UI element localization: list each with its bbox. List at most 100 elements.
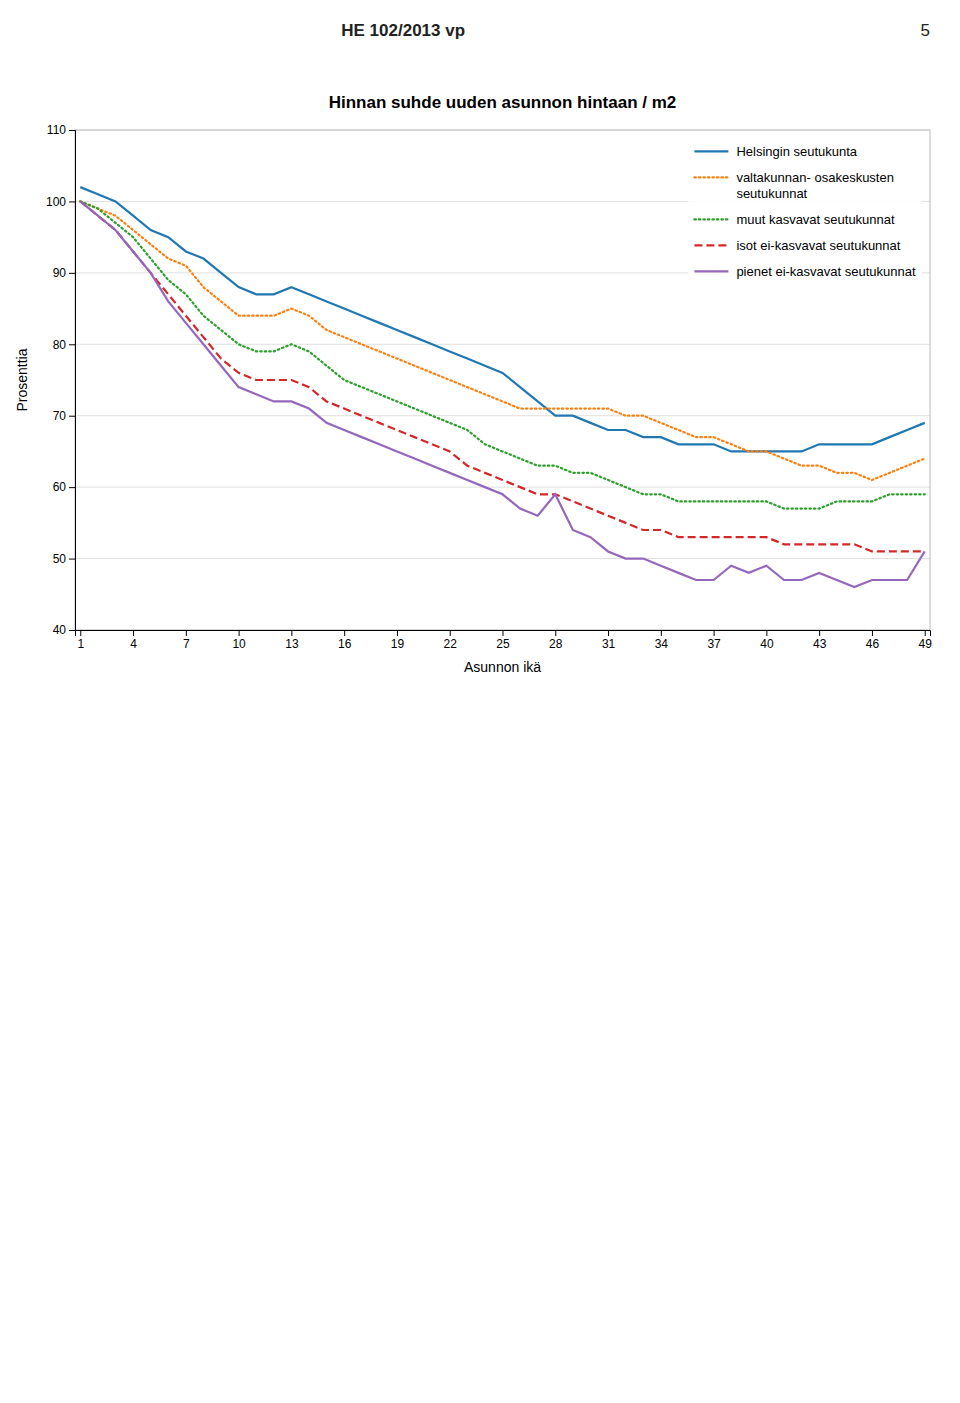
x-tick-label: 10 (232, 637, 246, 651)
y-tick-label: 100 (46, 195, 66, 209)
y-tick-label: 90 (53, 266, 67, 280)
x-tick-label: 1 (77, 637, 84, 651)
x-axis-line (76, 631, 931, 637)
legend-swatch (694, 270, 728, 272)
y-axis: 40 50 60 70 80 90 100 110 (46, 123, 76, 637)
x-axis-title: Asunnon ikä (464, 659, 541, 675)
lines (80, 187, 924, 587)
y-axis-line (69, 131, 76, 631)
x-tick-label: 49 (919, 637, 933, 651)
legend-label: valtakunnan- osakeskustenseutukunnat (736, 170, 894, 201)
x-tick: 10 (232, 630, 246, 651)
y-tick-mark (69, 416, 75, 417)
x-tick: 40 (760, 630, 774, 651)
x-tick-mark (239, 630, 240, 636)
y-tick-label: 70 (53, 409, 67, 423)
x-tick-mark (133, 630, 134, 636)
x-tick-mark (186, 630, 187, 636)
x-tick-label: 40 (760, 637, 774, 651)
x-tick: 46 (866, 630, 880, 651)
x-tick-mark (80, 630, 81, 636)
y-tick-label: 110 (47, 123, 66, 137)
legend-item: muut kasvavat seutukunnat (694, 212, 895, 227)
x-tick: 1 (77, 630, 84, 651)
legend-item: pienet ei-kasvavat seutukunnat (694, 264, 916, 279)
legend: Helsingin seutukunta valtakunnan- osakesk… (688, 138, 922, 285)
x-tick-mark (925, 630, 926, 636)
x-tick-mark (450, 630, 451, 636)
x-tick-mark (344, 630, 345, 636)
x-tick-label: 28 (549, 637, 563, 651)
x-tick-mark (714, 630, 715, 636)
x-tick-label: 7 (183, 637, 190, 651)
series-line (80, 201, 924, 480)
x-tick: 28 (549, 630, 563, 651)
x-tick-label: 25 (496, 637, 510, 651)
x-tick: 49 (919, 630, 933, 651)
x-tick-label: 22 (444, 637, 458, 651)
x-tick: 22 (444, 630, 458, 651)
plot-frame (75, 130, 930, 630)
y-tick: 50 (53, 552, 75, 566)
x-tick-mark (555, 630, 556, 636)
y-tick-mark (69, 344, 75, 345)
x-tick: 19 (391, 630, 405, 651)
y-tick: 40 (53, 623, 75, 637)
x-axis: 1 4 7 10 13 16 19 22 25 28 31 34 37 40 43 46 49 (76, 630, 933, 651)
y-tick-mark (69, 130, 75, 131)
y-tick-mark (69, 559, 75, 560)
page-header: HE 102/2013 vp (341, 21, 465, 40)
x-tick-label: 46 (866, 637, 880, 651)
x-tick: 25 (496, 630, 510, 651)
chart-title: Hinnan suhde uuden asunnon hintaan / m2 (329, 93, 677, 112)
y-tick-label: 60 (53, 480, 67, 494)
grid (75, 130, 930, 630)
x-tick-mark (872, 630, 873, 636)
x-tick-label: 43 (813, 637, 827, 651)
page-number: 5 (921, 21, 930, 40)
x-tick: 31 (602, 630, 616, 651)
y-tick-label: 80 (53, 338, 67, 352)
x-tick-mark (291, 630, 292, 636)
y-tick-mark (69, 273, 75, 274)
y-tick: 60 (53, 480, 75, 494)
x-tick-label: 4 (130, 637, 137, 651)
x-tick: 13 (285, 630, 299, 651)
x-tick: 34 (655, 630, 669, 651)
y-tick: 90 (53, 266, 75, 280)
y-tick-label: 50 (53, 552, 67, 566)
series-line (80, 201, 924, 508)
x-tick: 7 (183, 630, 190, 651)
page: HE 102/2013 vp 5 Hinnan suhde uuden asunno… (0, 0, 960, 1403)
x-tick: 37 (707, 630, 721, 651)
x-tick-mark (766, 630, 767, 636)
x-tick-label: 19 (391, 637, 405, 651)
x-tick-mark (397, 630, 398, 636)
grid-line-y (75, 415, 930, 416)
grid-line-y (75, 558, 930, 559)
y-tick: 110 (47, 123, 75, 137)
x-tick: 16 (338, 630, 352, 651)
y-tick: 80 (53, 338, 75, 352)
legend-label: isot ei-kasvavat seutukunnat (736, 238, 900, 253)
legend-swatch (694, 244, 728, 246)
y-axis-title: Prosenttia (14, 348, 30, 411)
legend-background (688, 138, 922, 285)
legend-label: muut kasvavat seutukunnat (736, 212, 895, 227)
y-tick: 100 (46, 195, 75, 209)
x-tick-mark (608, 630, 609, 636)
x-tick-label: 37 (707, 637, 721, 651)
y-tick-mark (69, 487, 75, 488)
legend-item: Helsingin seutukunta (694, 144, 857, 159)
x-tick-mark (819, 630, 820, 636)
legend-swatch (694, 218, 728, 220)
x-tick-label: 31 (602, 637, 616, 651)
plot: 1 4 7 10 13 16 19 22 25 28 31 34 37 40 43 46 49 40 50 60 70 8… (14, 123, 932, 675)
x-tick: 43 (813, 630, 827, 651)
legend-label: pienet ei-kasvavat seutukunnat (736, 264, 916, 279)
x-tick: 4 (130, 630, 137, 651)
y-tick: 70 (53, 409, 75, 423)
legend-item: valtakunnan- osakeskustenseutukunnat (694, 170, 894, 201)
legend-swatch (694, 150, 728, 152)
legend-label: Helsingin seutukunta (736, 144, 857, 159)
